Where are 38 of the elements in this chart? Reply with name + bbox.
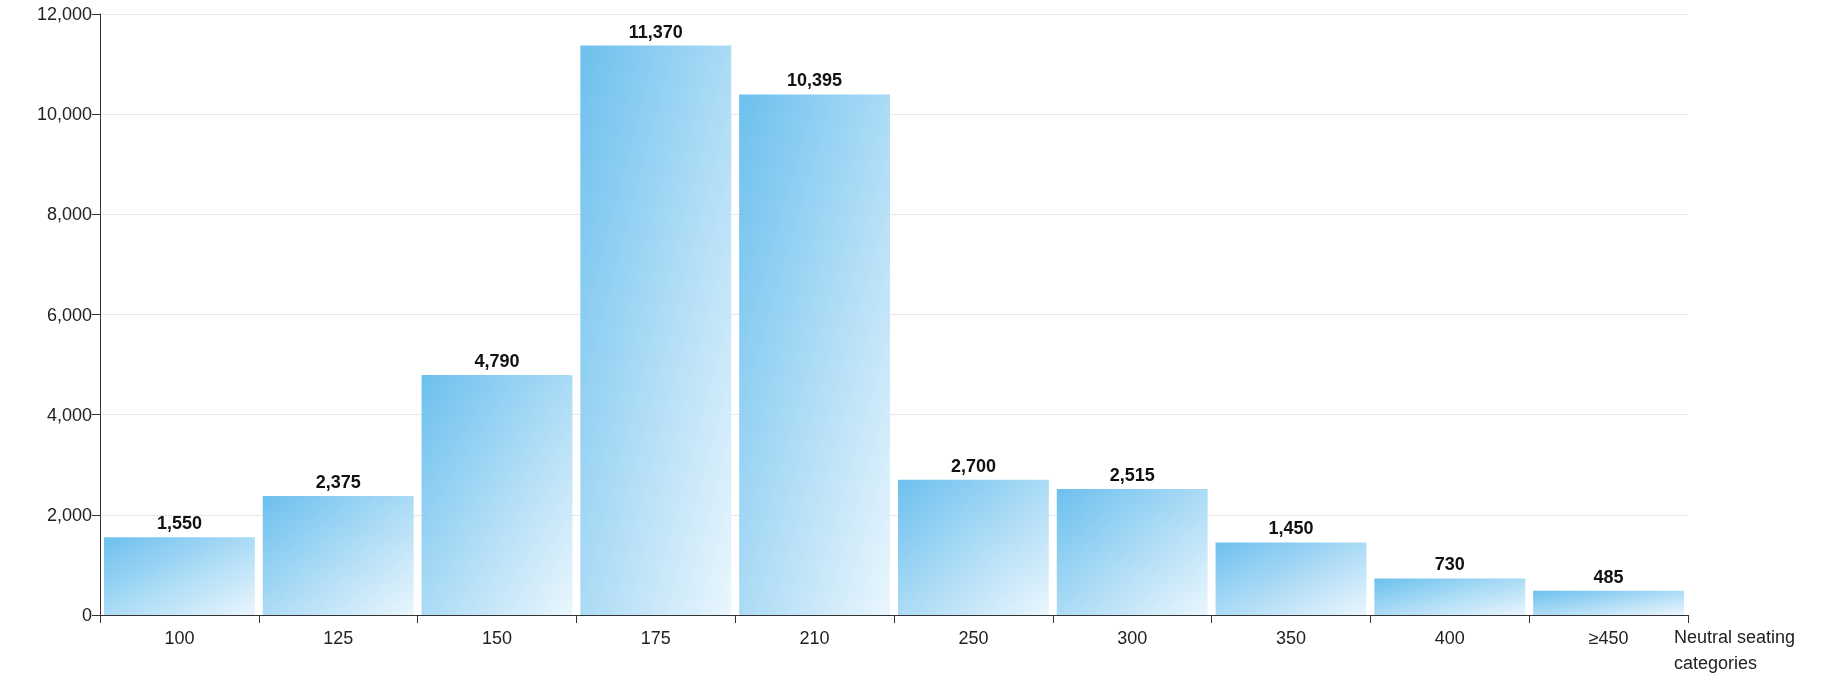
bar <box>897 479 1049 615</box>
data-label: 485 <box>1593 566 1624 587</box>
bar <box>262 496 414 615</box>
x-tick-label: 100 <box>164 628 195 648</box>
bar <box>1215 542 1367 615</box>
x-tick-label: 300 <box>1117 628 1148 648</box>
data-label: 11,370 <box>628 21 683 42</box>
bar <box>103 537 255 615</box>
data-label: 2,375 <box>315 472 361 493</box>
y-tick-label: 8,000 <box>46 204 92 225</box>
x-tick-label: 175 <box>640 628 671 648</box>
data-label: 2,515 <box>1109 465 1155 486</box>
x-tick-label: 400 <box>1434 628 1465 648</box>
bar <box>421 375 573 615</box>
x-tick-label: ≥450 <box>1588 628 1629 648</box>
data-label: 1,450 <box>1268 518 1314 539</box>
data-label: 4,790 <box>474 351 520 372</box>
x-tick-label: 150 <box>481 628 513 648</box>
y-tick-label: 12,000 <box>36 4 92 24</box>
x-tick-label: 350 <box>1275 628 1307 648</box>
y-tick-label: 0 <box>81 605 92 625</box>
x-tick-label: 125 <box>323 628 354 648</box>
bar <box>1533 590 1685 615</box>
y-tick-label: 2,000 <box>46 504 92 525</box>
data-label: 10,395 <box>787 70 843 91</box>
bar <box>1374 578 1526 615</box>
x-tick-label: 210 <box>799 628 830 648</box>
y-tick-label: 10,000 <box>36 104 92 125</box>
bar <box>1056 489 1208 615</box>
y-tick-label: 4,000 <box>46 404 92 425</box>
y-tick-label: 6,000 <box>46 304 92 325</box>
data-label: 1,550 <box>156 513 202 534</box>
x-tick-label: 250 <box>958 628 989 648</box>
data-label: 730 <box>1434 554 1465 575</box>
bar <box>580 45 732 615</box>
bar <box>739 94 891 615</box>
data-label: 2,700 <box>950 455 996 476</box>
x-axis-title: Neutral seating categories <box>1674 627 1801 673</box>
